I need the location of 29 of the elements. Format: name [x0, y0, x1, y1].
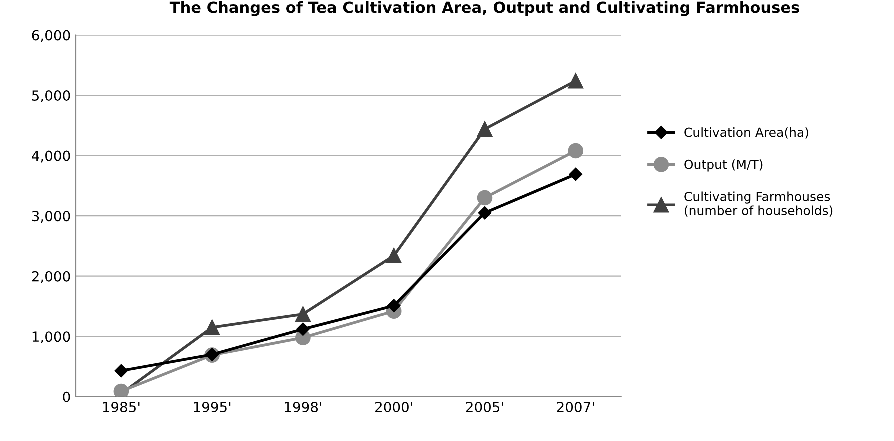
point: [296, 306, 311, 322]
y-tick-label: 2,000: [32, 271, 70, 284]
y-tick-label: 5,000: [32, 90, 70, 102]
point: [478, 206, 492, 220]
y-tick-label: 3,000: [32, 211, 70, 223]
y-tick-label: 4,000: [32, 150, 70, 163]
point: [569, 168, 582, 182]
point: [114, 364, 128, 378]
x-tick-label: 1985': [103, 402, 140, 413]
x-tick-label: 1995': [194, 402, 231, 413]
y-tick-label: 6,000: [32, 30, 70, 42]
point: [568, 73, 584, 89]
x-tick-label: 2005': [466, 402, 504, 413]
x-tick-label: 1998': [285, 402, 322, 413]
y-tick-label: 0: [63, 392, 70, 402]
point: [388, 299, 401, 312]
legend-label: Cultivating Farmhouses (number of households): [684, 192, 833, 217]
point: [386, 248, 402, 264]
legend-label: Output (M/T): [684, 160, 763, 172]
legend-label: Cultivation Area(ha): [684, 128, 808, 139]
y-tick-label: 1,000: [32, 332, 70, 344]
chart-title: The Changes of Tea Cultivation Area, Output and Cultivating Farmhouses: [170, 1, 800, 16]
point: [568, 143, 584, 159]
point: [477, 190, 493, 206]
point: [296, 322, 310, 336]
x-tick-label: 2007': [557, 402, 594, 413]
point: [204, 320, 220, 336]
x-tick-label: 2000': [376, 402, 412, 413]
point: [477, 122, 493, 137]
